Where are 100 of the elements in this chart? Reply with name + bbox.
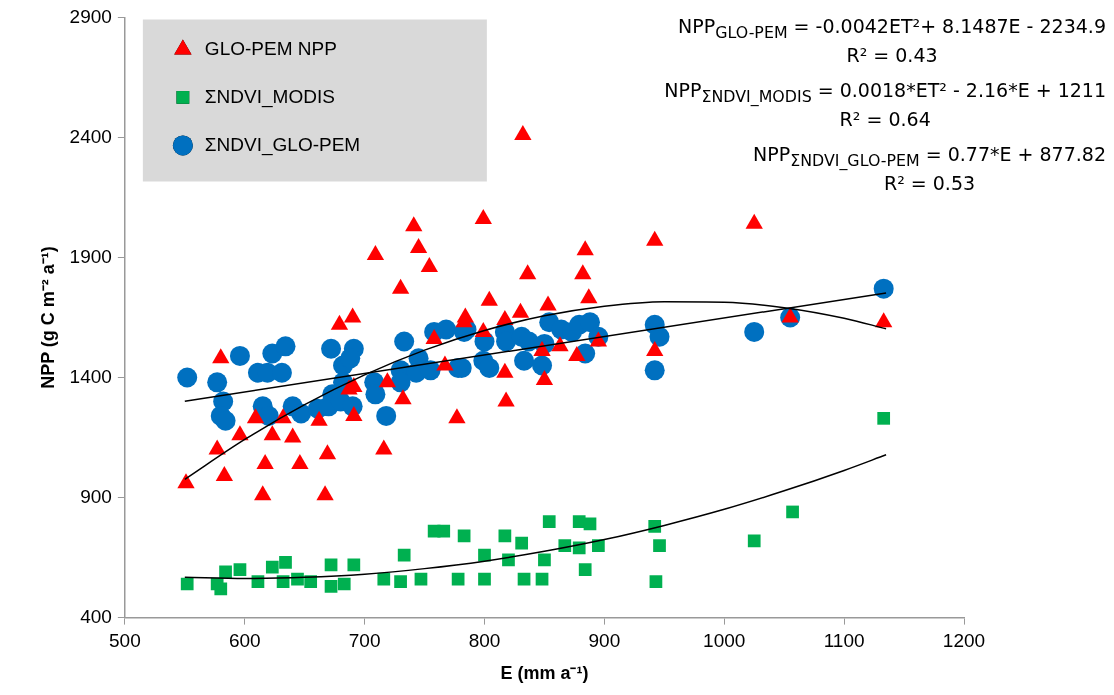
point: [214, 582, 228, 596]
point: [533, 341, 551, 357]
point: [578, 563, 592, 576]
annotation: NPP$_{GLO-PEM}$ = -0.0042ET²+ 8.1487E - 2234.9: [678, 14, 1106, 44]
point: [265, 560, 279, 574]
x-tick-label: 800: [468, 630, 501, 652]
point: [511, 302, 530, 318]
point: [517, 572, 531, 586]
point: [291, 572, 304, 586]
point: [574, 264, 592, 280]
point: [409, 237, 428, 253]
y-tick-label: 1400: [69, 365, 112, 387]
point: [316, 485, 334, 501]
point: [535, 572, 549, 586]
x-tick-label: 900: [588, 630, 621, 652]
point: [568, 345, 586, 361]
x-tick-label: 1200: [942, 630, 986, 652]
point: [580, 288, 598, 304]
point: [340, 379, 358, 395]
point: [745, 213, 763, 229]
point: [318, 444, 337, 460]
y-tick-label: 900: [80, 485, 112, 507]
point: [366, 245, 385, 261]
point: [781, 307, 799, 323]
point: [212, 348, 230, 364]
point: [324, 558, 338, 572]
point: [646, 341, 664, 357]
y-tick-label: 1900: [69, 245, 112, 267]
legend-label: GLO-PEM NPP: [204, 37, 337, 59]
point: [474, 209, 492, 225]
point: [291, 453, 309, 469]
point: [177, 473, 195, 489]
point: [391, 278, 410, 294]
x-tick-label: 500: [109, 630, 141, 652]
point: [347, 558, 361, 572]
x-tick-label: 1100: [823, 630, 865, 652]
point: [496, 362, 514, 378]
point: [448, 408, 466, 424]
point: [480, 290, 498, 306]
point: [747, 534, 761, 548]
point: [263, 425, 281, 441]
point: [425, 329, 443, 345]
point: [246, 408, 265, 424]
point: [343, 307, 362, 323]
point: [330, 314, 349, 330]
annotation: R² = 0.64: [838, 107, 932, 133]
annotation: NPP$_{ΣNDVI_MODIS}$ = 0.0018*ET² - 2.16*E + 1211: [664, 78, 1106, 108]
point: [538, 553, 551, 567]
point: [518, 264, 537, 280]
point: [324, 580, 338, 593]
point: [208, 439, 226, 455]
point: [576, 240, 594, 256]
point: [786, 505, 799, 519]
point: [539, 295, 557, 311]
point: [478, 548, 491, 562]
point: [394, 389, 412, 405]
point: [542, 515, 556, 528]
point: [456, 307, 474, 323]
point: [451, 572, 465, 586]
annotation: NPP$_{ΣNDVI_GLO-PEM}$ = 0.77*E + 877.82: [753, 142, 1106, 172]
point: [436, 355, 454, 371]
point: [377, 572, 391, 586]
x-tick-label: 700: [348, 630, 381, 652]
point: [284, 427, 302, 443]
point: [653, 539, 666, 552]
point: [233, 563, 247, 576]
y-axis-title: NPP (g C m⁻² a⁻¹): [37, 246, 58, 389]
point: [515, 536, 529, 550]
x-tick-label: 1000: [703, 630, 746, 652]
point: [180, 577, 194, 591]
point: [279, 556, 292, 569]
x-axis-title: E (mm a⁻¹): [500, 663, 589, 684]
point: [337, 577, 351, 591]
legend-label: ΣNDVI_GLO-PEM: [204, 133, 361, 156]
point: [254, 485, 272, 501]
legend-label: ΣNDVI_MODIS: [204, 85, 335, 108]
point: [649, 575, 663, 588]
point: [397, 548, 411, 562]
point: [219, 565, 232, 579]
x-tick-label: 600: [228, 630, 261, 652]
point: [215, 465, 234, 481]
point: [478, 572, 491, 586]
point: [589, 331, 608, 347]
point: [437, 524, 451, 538]
point: [535, 369, 554, 385]
y-tick-label: 2400: [69, 125, 112, 147]
point: [378, 372, 397, 388]
point: [310, 410, 328, 426]
point: [375, 439, 393, 455]
annotation: R² = 0.53: [882, 171, 977, 197]
point: [420, 257, 439, 273]
y-tick-label: 400: [80, 605, 112, 627]
point: [394, 575, 407, 588]
point: [231, 425, 249, 441]
point: [414, 572, 428, 586]
annotation: R² = 0.43: [845, 43, 939, 69]
point: [345, 405, 363, 421]
point: [877, 411, 891, 425]
point: [405, 216, 423, 232]
point: [256, 453, 274, 469]
